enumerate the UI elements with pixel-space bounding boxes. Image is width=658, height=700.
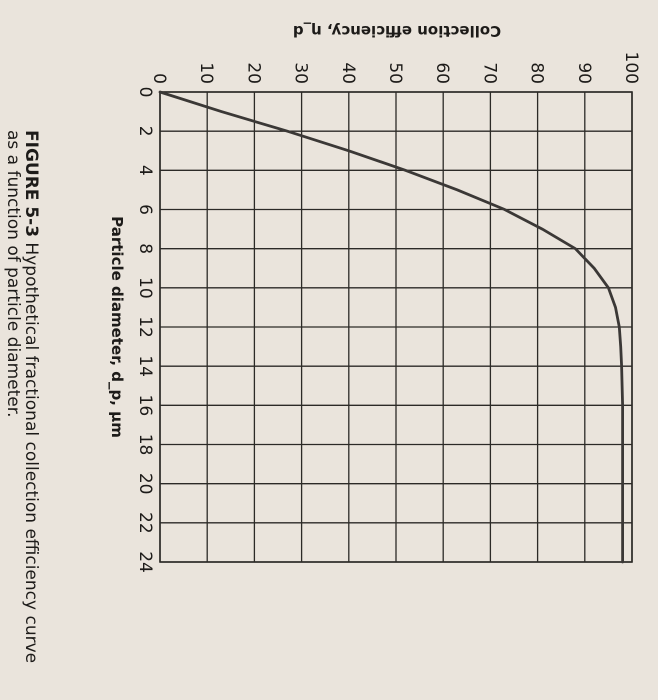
caption-line-2: as a function of particle diameter. [3, 130, 23, 418]
y-tick-70: 70 [479, 62, 499, 84]
y-tick-60: 60 [432, 62, 452, 84]
x-axis-label: Particle diameter, d_p, μm [108, 216, 126, 438]
x-tick-6: 6 [135, 204, 155, 215]
x-tick-0: 0 [135, 87, 155, 98]
x-tick-10: 10 [135, 277, 155, 299]
x-tick-20: 20 [135, 473, 155, 495]
y-tick-0: 0 [149, 73, 169, 84]
y-tick-30: 30 [291, 62, 311, 84]
y-axis-label: Collection efficiency, η_d [293, 22, 501, 40]
y-tick-20: 20 [243, 62, 263, 84]
x-tick-4: 4 [135, 165, 155, 176]
y-tick-80: 80 [527, 62, 547, 84]
plot-frame [159, 91, 633, 563]
efficiency-curve [158, 90, 624, 564]
x-tick-16: 16 [135, 395, 155, 417]
y-tick-90: 90 [574, 62, 594, 84]
x-tick-2: 2 [135, 126, 155, 137]
y-tick-100: 100 [621, 52, 641, 84]
x-tick-12: 12 [135, 316, 155, 338]
x-tick-18: 18 [135, 434, 155, 456]
chart-grid [159, 91, 633, 563]
y-tick-labels: 0 10 20 30 40 50 60 70 80 90 100 [149, 52, 641, 84]
figure-caption: FIGURE 5-3 Hypothetical fractional colle… [3, 130, 41, 664]
caption-line-1: Hypothetical fractional collection effic… [21, 237, 41, 664]
y-tick-50: 50 [385, 62, 405, 84]
x-tick-22: 22 [135, 512, 155, 534]
figure-number: FIGURE 5-3 [21, 130, 41, 238]
x-tick-14: 14 [135, 355, 155, 377]
y-tick-10: 10 [196, 62, 216, 84]
x-tick-8: 8 [135, 243, 155, 254]
x-tick-24: 24 [135, 551, 155, 573]
y-tick-40: 40 [338, 62, 358, 84]
